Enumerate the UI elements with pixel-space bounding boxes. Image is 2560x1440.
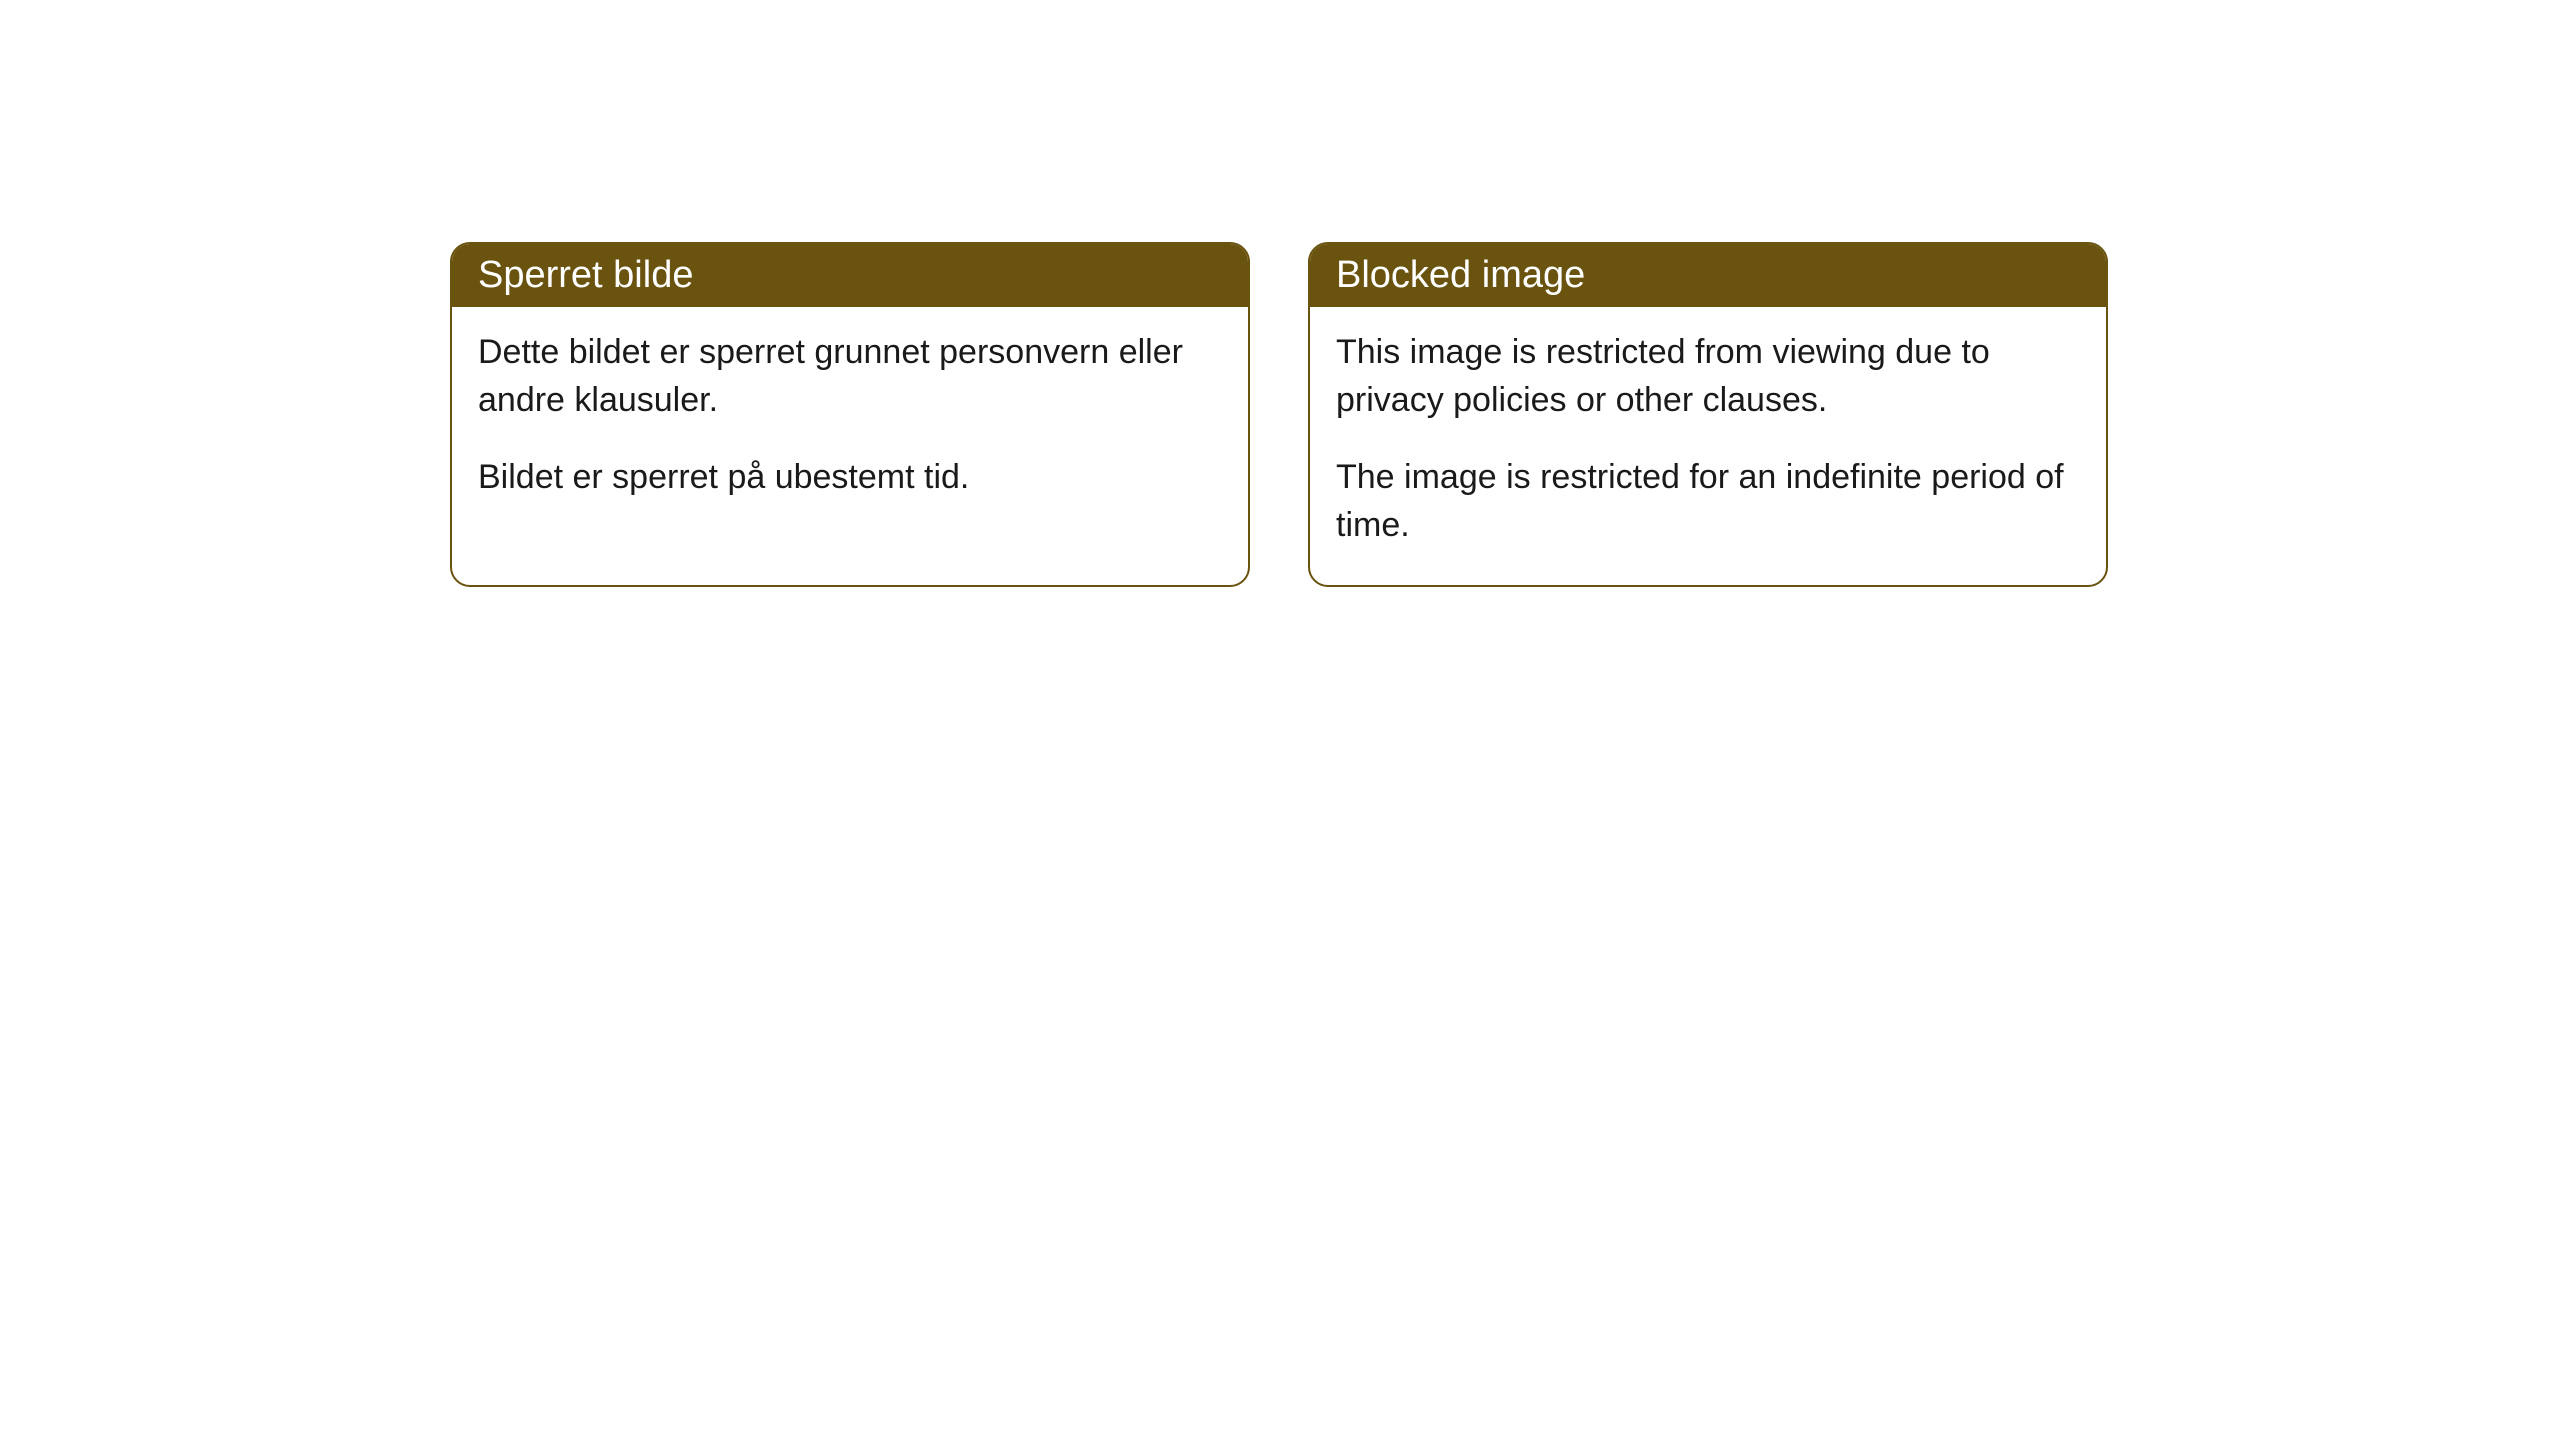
card-title: Sperret bilde bbox=[478, 254, 693, 296]
card-body: This image is restricted from viewing du… bbox=[1310, 307, 2106, 585]
blocked-image-card-norwegian: Sperret bilde Dette bildet er sperret gr… bbox=[450, 242, 1250, 587]
card-paragraph: Dette bildet er sperret grunnet personve… bbox=[478, 329, 1222, 424]
card-paragraph: Bildet er sperret på ubestemt tid. bbox=[478, 454, 1222, 502]
card-paragraph: The image is restricted for an indefinit… bbox=[1336, 454, 2080, 549]
card-body: Dette bildet er sperret grunnet personve… bbox=[452, 307, 1248, 538]
cards-container: Sperret bilde Dette bildet er sperret gr… bbox=[450, 242, 2108, 587]
card-header: Blocked image bbox=[1310, 244, 2106, 307]
card-title: Blocked image bbox=[1336, 254, 1585, 296]
card-header: Sperret bilde bbox=[452, 244, 1248, 307]
card-paragraph: This image is restricted from viewing du… bbox=[1336, 329, 2080, 424]
blocked-image-card-english: Blocked image This image is restricted f… bbox=[1308, 242, 2108, 587]
